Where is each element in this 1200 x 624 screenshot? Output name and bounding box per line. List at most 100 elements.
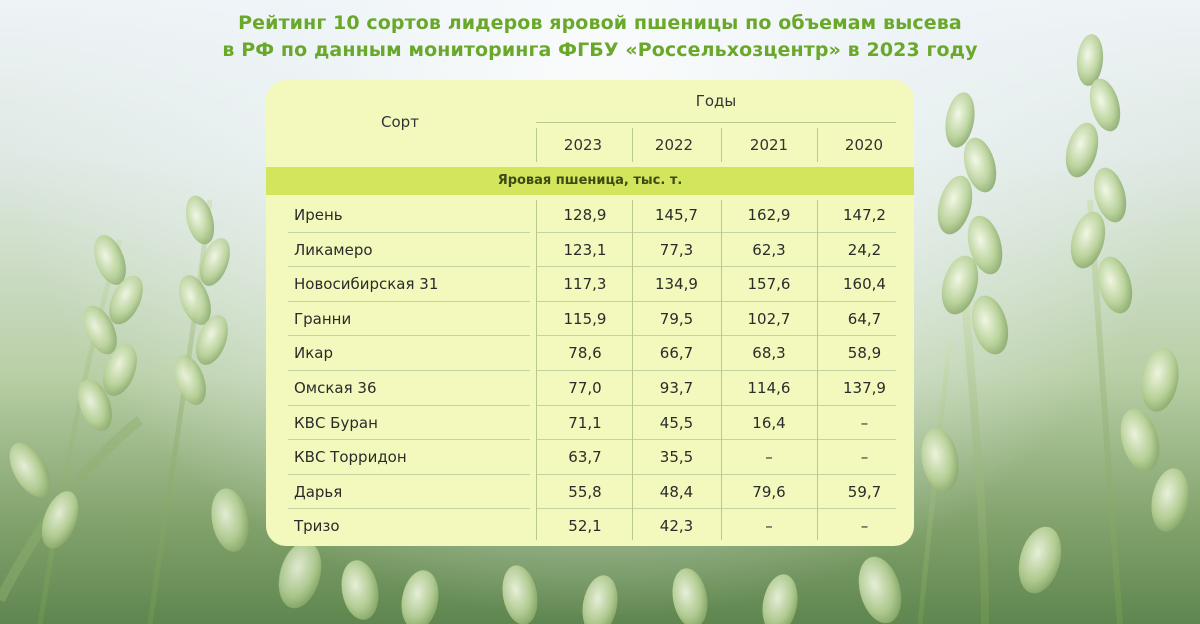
year-header-2021: 2021 bbox=[749, 136, 789, 154]
table-row: Гранни 115,9 79,5 102,7 64,7 bbox=[266, 302, 914, 337]
value-cell-2020: 59,7 bbox=[847, 482, 882, 501]
value-cell-2022: 48,4 bbox=[659, 482, 694, 501]
variety-name: Новосибирская 31 bbox=[294, 275, 439, 294]
column-header-sort: Сорт bbox=[381, 113, 419, 131]
row-divider bbox=[536, 369, 896, 371]
table-row: Ирень 128,9 145,7 162,9 147,2 bbox=[266, 198, 914, 233]
value-cell-2021: – bbox=[765, 517, 773, 536]
row-divider bbox=[536, 266, 896, 268]
variety-name: Тризо bbox=[294, 517, 340, 536]
variety-name: КВС Буран bbox=[294, 413, 378, 432]
body-vline bbox=[721, 200, 722, 540]
row-divider bbox=[536, 439, 896, 441]
value-cell-2021: 162,9 bbox=[747, 206, 791, 224]
row-divider bbox=[288, 266, 530, 268]
value-cell-2022: 45,5 bbox=[659, 413, 694, 432]
value-cell-2022: 77,3 bbox=[659, 240, 694, 259]
value-cell-2022: 66,7 bbox=[659, 344, 694, 363]
value-cell-2022: 93,7 bbox=[659, 379, 694, 397]
value-cell-2020: 160,4 bbox=[843, 275, 886, 294]
row-divider bbox=[288, 473, 530, 475]
value-cell-2020: 24,2 bbox=[847, 240, 882, 259]
variety-name: Омская 36 bbox=[294, 379, 377, 397]
table-row: Новосибирская 31 117,3 134,9 157,6 160,4 bbox=[266, 267, 914, 302]
table-row: Омская 36 77,0 93,7 114,6 137,9 bbox=[266, 371, 914, 406]
variety-name: КВС Торридон bbox=[294, 448, 407, 467]
table-row: Ликамеро 123,1 77,3 62,3 24,2 bbox=[266, 233, 914, 268]
header-vline bbox=[721, 128, 722, 162]
header-vline bbox=[632, 128, 633, 162]
value-cell-2023: 128,9 bbox=[563, 206, 607, 224]
header-vline bbox=[536, 128, 537, 162]
table-row: Икар 78,6 66,7 68,3 58,9 bbox=[266, 336, 914, 371]
value-cell-2023: 71,1 bbox=[568, 413, 602, 432]
title-line-1: Рейтинг 10 сортов лидеров яровой пшеницы… bbox=[238, 12, 962, 34]
value-cell-2021: 102,7 bbox=[747, 309, 791, 328]
value-cell-2020: 147,2 bbox=[843, 206, 886, 224]
row-divider bbox=[536, 231, 896, 233]
row-divider bbox=[288, 300, 530, 302]
row-divider bbox=[536, 473, 896, 475]
value-cell-2020: 64,7 bbox=[847, 309, 882, 328]
value-cell-2023: 117,3 bbox=[563, 275, 607, 294]
value-cell-2020: 58,9 bbox=[847, 344, 882, 363]
section-band: Яровая пшеница, тыс. т. bbox=[266, 167, 914, 195]
value-cell-2021: 62,3 bbox=[752, 240, 786, 259]
row-divider bbox=[536, 335, 896, 337]
variety-name: Икар bbox=[294, 344, 333, 363]
value-cell-2020: – bbox=[860, 413, 869, 432]
row-divider bbox=[288, 335, 530, 337]
row-divider bbox=[288, 508, 530, 510]
row-divider bbox=[536, 404, 896, 406]
value-cell-2023: 123,1 bbox=[563, 240, 607, 259]
row-divider bbox=[288, 404, 530, 406]
row-divider bbox=[288, 369, 530, 371]
value-cell-2023: 63,7 bbox=[568, 448, 602, 467]
value-cell-2021: 114,6 bbox=[747, 379, 791, 397]
row-divider bbox=[536, 300, 896, 302]
table-row: КВС Буран 71,1 45,5 16,4 – bbox=[266, 406, 914, 441]
value-cell-2023: 52,1 bbox=[568, 517, 602, 536]
value-cell-2020: – bbox=[860, 517, 869, 536]
variety-name: Гранни bbox=[294, 309, 352, 328]
body-vline bbox=[536, 200, 537, 540]
value-cell-2021: 16,4 bbox=[752, 413, 786, 432]
table-row: Дарья 55,8 48,4 79,6 59,7 bbox=[266, 475, 914, 510]
variety-name: Ирень bbox=[294, 206, 343, 224]
row-divider bbox=[536, 508, 896, 510]
year-header-2023: 2023 bbox=[563, 136, 603, 154]
ranking-table: Сорт Годы 2023 2022 2021 2020 Яровая пше… bbox=[266, 80, 914, 546]
column-header-years: Годы bbox=[695, 92, 737, 110]
value-cell-2020: – bbox=[860, 448, 869, 467]
row-divider bbox=[288, 439, 530, 441]
value-cell-2023: 115,9 bbox=[563, 309, 607, 328]
value-cell-2021: 68,3 bbox=[752, 344, 786, 363]
value-cell-2023: 78,6 bbox=[568, 344, 602, 363]
value-cell-2022: 145,7 bbox=[655, 206, 698, 224]
value-cell-2022: 35,5 bbox=[659, 448, 694, 467]
value-cell-2022: 134,9 bbox=[655, 275, 698, 294]
year-header-2020: 2020 bbox=[844, 136, 884, 154]
header-divider bbox=[536, 122, 896, 123]
table-row: Тризо 52,1 42,3 – – bbox=[266, 509, 914, 544]
page-title: Рейтинг 10 сортов лидеров яровой пшеницы… bbox=[0, 10, 1200, 64]
value-cell-2021: 157,6 bbox=[747, 275, 791, 294]
title-line-2: в РФ по данным мониторинга ФГБУ «Россель… bbox=[222, 39, 978, 61]
value-cell-2023: 55,8 bbox=[568, 482, 602, 501]
header-vline bbox=[817, 128, 818, 162]
value-cell-2023: 77,0 bbox=[568, 379, 602, 397]
variety-name: Ликамеро bbox=[294, 240, 373, 259]
table-row: КВС Торридон 63,7 35,5 – – bbox=[266, 440, 914, 475]
value-cell-2022: 42,3 bbox=[659, 517, 694, 536]
body-vline bbox=[632, 200, 633, 540]
value-cell-2020: 137,9 bbox=[843, 379, 886, 397]
value-cell-2021: – bbox=[765, 448, 773, 467]
body-vline bbox=[817, 200, 818, 540]
value-cell-2021: 79,6 bbox=[752, 482, 786, 501]
row-divider bbox=[288, 231, 530, 233]
variety-name: Дарья bbox=[294, 482, 343, 501]
year-header-2022: 2022 bbox=[654, 136, 694, 154]
value-cell-2022: 79,5 bbox=[659, 309, 694, 328]
